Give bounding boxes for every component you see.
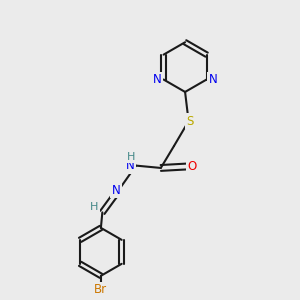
Text: N: N — [153, 73, 161, 86]
Text: N: N — [209, 73, 218, 86]
Text: N: N — [126, 159, 135, 172]
Text: N: N — [112, 184, 121, 197]
Text: S: S — [186, 115, 194, 128]
Text: O: O — [188, 160, 197, 173]
Text: H: H — [127, 152, 135, 162]
Text: H: H — [90, 202, 98, 212]
Text: Br: Br — [94, 283, 107, 296]
